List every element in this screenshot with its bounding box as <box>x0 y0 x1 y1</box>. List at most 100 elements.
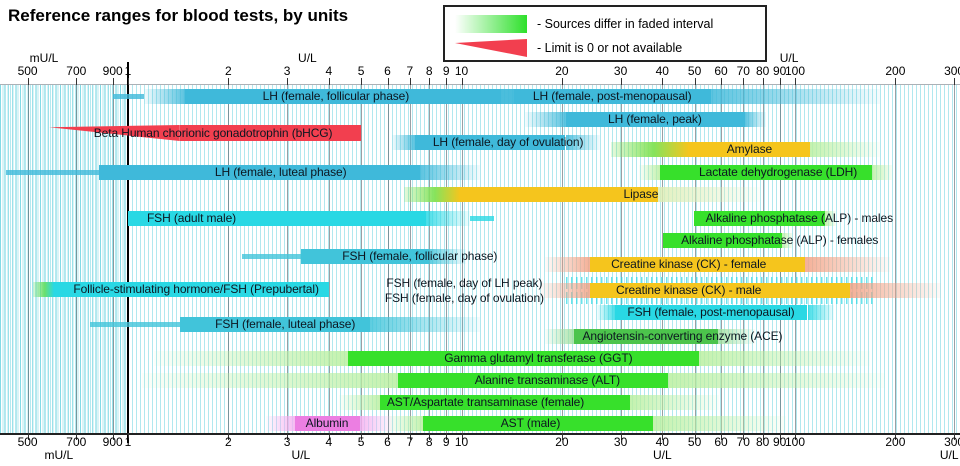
bottom-tick-label-3: 3 <box>283 435 291 449</box>
top-tick-label-900: 900 <box>102 64 123 78</box>
bar-lh-day-of-ovulation-label: LH (female, day of ovulation) <box>432 135 584 149</box>
gridline-500 <box>27 85 29 433</box>
top-tick-label-90: 90 <box>773 64 787 78</box>
bar-ck-female-label: Creatine kinase (CK) - female <box>611 257 767 271</box>
top-tick-60 <box>721 78 722 85</box>
bottom-tick-7 <box>409 433 411 440</box>
bottom-tick-label-30: 30 <box>613 435 628 449</box>
bottom-tick-label-6: 6 <box>384 435 391 449</box>
bar-fsh-postmenopausal-fade-right <box>807 305 835 320</box>
top-axis-line <box>0 84 960 85</box>
bar-amylase-label: Amylase <box>726 142 773 156</box>
legend-item-limit-zero: - Limit is 0 or not available <box>455 38 682 58</box>
bottom-tick-label-10: 10 <box>454 435 469 449</box>
bar-ggt-fade-right <box>699 351 871 366</box>
top-tick-3 <box>287 78 289 85</box>
bar-fsh-adult-male-tail-right <box>469 216 494 221</box>
bar-ast-female-fade-left <box>339 395 381 410</box>
bar-fsh-day-of-lh-peak-label: FSH (female, day of LH peak) <box>386 275 543 290</box>
top-tick-label-500: 500 <box>17 64 38 78</box>
bar-alp-males <box>694 211 825 226</box>
bottom-tick-label-80: 80 <box>756 435 770 449</box>
bar-ace <box>573 329 718 344</box>
bar-alt-fade-right <box>668 373 885 388</box>
top-tick-label-60: 60 <box>714 64 728 78</box>
bottom-unit-U/L: U/L <box>652 448 672 462</box>
bottom-tick-8 <box>429 433 431 440</box>
bar-lh-luteal-label: LH (female, luteal phase) <box>214 165 347 179</box>
bar-alt <box>398 373 669 388</box>
bottom-unit-mU/L: mU/L <box>44 448 74 462</box>
top-tick-8 <box>429 78 431 85</box>
bottom-tick-10 <box>461 433 463 440</box>
plot-area-dense-gridlines-milli-zone <box>0 85 128 433</box>
bar-ck-female-fade-right <box>804 257 891 272</box>
bottom-tick-90 <box>779 433 781 440</box>
legend-box: - Sources differ in faded interval - Lim… <box>443 5 767 62</box>
top-tick-label-20: 20 <box>555 64 569 78</box>
bar-lh-follicular <box>184 89 501 104</box>
bottom-tick-60 <box>721 433 722 440</box>
bar-albumin-fade-left <box>266 416 296 431</box>
legend-label: - Limit is 0 or not available <box>537 41 683 55</box>
bar-lh-peak-fade-right <box>745 112 767 127</box>
bar-ace-fade-right <box>717 329 756 344</box>
bar-fsh-follicular-fade-right <box>429 249 466 264</box>
top-tick-300 <box>954 78 956 85</box>
gridline-200 <box>895 85 897 433</box>
bar-fsh-luteal-label: FSH (female, luteal phase) <box>215 317 356 331</box>
bar-lh-postmenopausal-label: LH (female, post-menopausal) <box>532 89 692 103</box>
bottom-tick-1 <box>128 433 129 440</box>
bottom-tick-50 <box>694 433 696 440</box>
bar-amylase <box>688 142 811 157</box>
gridline-2 <box>228 85 230 433</box>
bar-alt-fade-left <box>141 373 398 388</box>
bottom-tick-label-50: 50 <box>687 435 702 449</box>
bar-alp-females <box>663 233 783 248</box>
top-tick-label-8: 8 <box>425 64 433 78</box>
bottom-tick-label-90: 90 <box>773 435 787 449</box>
bottom-unit-U/L: U/L <box>291 448 311 462</box>
bottom-unit-U/L: U/L <box>939 448 959 462</box>
top-tick-80 <box>762 78 764 85</box>
top-tick-6 <box>387 78 389 85</box>
bar-fsh-adult-male-label: FSH (adult male) <box>146 211 237 225</box>
bar-lh-peak <box>565 112 746 127</box>
bar-ldh-fade-left <box>638 165 660 180</box>
bottom-tick-label-100: 100 <box>784 435 806 449</box>
top-tick-10 <box>461 78 463 85</box>
bar-ck-female <box>590 257 805 272</box>
gridline-700 <box>76 85 78 433</box>
bar-fsh-postmenopausal-fade-left <box>597 305 615 320</box>
bar-ace-fade-left <box>545 329 574 344</box>
bottom-tick-3 <box>287 433 289 440</box>
bar-fsh-follicular-tail-left <box>242 254 301 259</box>
top-tick-9 <box>446 78 448 85</box>
top-tick-700 <box>76 78 78 85</box>
bar-ast-male-label: AST (male) <box>500 416 561 430</box>
bar-lh-luteal-tail-left <box>5 170 100 175</box>
top-tick-label-30: 30 <box>613 64 628 78</box>
bar-fsh-day-of-ovulation-label: FSH (female, day of ovulation) <box>384 290 544 305</box>
bar-fsh-luteal <box>179 317 371 332</box>
bar-fsh-adult-male-fade-right <box>425 211 470 226</box>
top-tick-70 <box>743 78 745 85</box>
top-tick-5 <box>361 78 363 85</box>
bar-alp-females-label: Alkaline phosphatase (ALP) - females <box>681 233 879 247</box>
top-tick-label-80: 80 <box>756 64 770 78</box>
top-tick-500 <box>27 78 29 85</box>
bar-ast-female <box>380 395 630 410</box>
bar-ggt-fade-left <box>154 351 349 366</box>
top-tick-label-7: 7 <box>406 64 414 78</box>
gridline-3 <box>287 85 289 433</box>
bottom-tick-label-900: 900 <box>102 435 123 449</box>
bottom-tick-label-8: 8 <box>425 435 433 449</box>
bar-ast-male <box>422 416 653 431</box>
legend-label: - Sources differ in faded interval <box>537 17 714 31</box>
top-unit-mU/L: mU/L <box>29 51 59 65</box>
top-tick-label-200: 200 <box>885 64 906 78</box>
bar-lh-day-of-ovulation-fade-right <box>565 135 600 150</box>
bar-lh-follicular-tail-left <box>112 94 145 99</box>
bar-fsh-prepubertal-label: Follicle-stimulating hormone/FSH (Prepub… <box>73 282 319 296</box>
bar-lh-postmenopausal-fade-right <box>711 89 881 104</box>
